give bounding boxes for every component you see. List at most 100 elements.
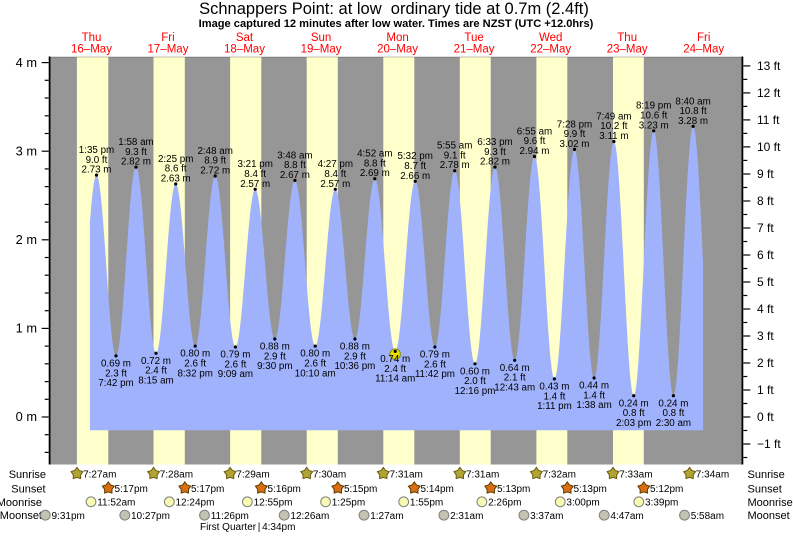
svg-text:1:27am: 1:27am (370, 511, 403, 522)
svg-text:2:30 am: 2:30 am (656, 418, 691, 429)
svg-text:Thu: Thu (82, 32, 102, 44)
svg-text:5:13pm: 5:13pm (497, 484, 530, 495)
svg-text:8.6 ft: 8.6 ft (165, 164, 187, 175)
svg-text:−1 ft: −1 ft (757, 437, 781, 451)
svg-text:8 ft: 8 ft (757, 194, 774, 208)
svg-text:3.02 m: 3.02 m (560, 139, 590, 150)
svg-text:11:26pm: 11:26pm (211, 511, 249, 522)
svg-text:2.69 m: 2.69 m (360, 168, 390, 179)
svg-text:10.6 ft: 10.6 ft (640, 111, 668, 122)
svg-text:2 m: 2 m (16, 232, 37, 247)
svg-text:5:14pm: 5:14pm (421, 484, 454, 495)
svg-text:5:17pm: 5:17pm (115, 484, 148, 495)
svg-text:12:26am: 12:26am (290, 511, 329, 522)
svg-text:Wed: Wed (539, 32, 562, 44)
svg-text:2:31am: 2:31am (450, 511, 483, 522)
svg-text:0.79 m: 0.79 m (220, 350, 250, 361)
svg-text:7:32am: 7:32am (543, 470, 576, 481)
svg-text:10:27pm: 10:27pm (131, 511, 170, 522)
svg-text:Moonset: Moonset (0, 510, 42, 522)
svg-text:0 ft: 0 ft (757, 410, 774, 424)
svg-text:7:34am: 7:34am (696, 470, 729, 481)
svg-text:9.1 ft: 9.1 ft (444, 150, 466, 161)
svg-text:7:42 pm: 7:42 pm (98, 378, 133, 389)
svg-text:3:00pm: 3:00pm (566, 497, 599, 508)
svg-text:Sunrise: Sunrise (748, 469, 785, 481)
svg-text:2.3 ft: 2.3 ft (105, 368, 127, 379)
svg-text:9 ft: 9 ft (757, 167, 774, 181)
svg-text:2:03 pm: 2:03 pm (616, 418, 651, 429)
svg-text:2.57 m: 2.57 m (320, 179, 350, 190)
svg-text:1:25pm: 1:25pm (332, 497, 365, 508)
svg-text:7:31am: 7:31am (390, 470, 423, 481)
svg-text:3 ft: 3 ft (757, 329, 774, 343)
svg-text:2.82 m: 2.82 m (480, 157, 510, 168)
svg-text:6:33 pm: 6:33 pm (477, 137, 512, 148)
svg-text:8.7 ft: 8.7 ft (404, 161, 426, 172)
svg-text:0.80 m: 0.80 m (300, 349, 330, 360)
svg-text:9.9 ft: 9.9 ft (564, 129, 586, 140)
svg-text:Sunset: Sunset (748, 484, 782, 496)
svg-text:1.4 ft: 1.4 ft (544, 391, 566, 402)
svg-text:Mon: Mon (386, 32, 408, 44)
svg-text:8.4 ft: 8.4 ft (244, 169, 266, 180)
svg-text:5:32 pm: 5:32 pm (397, 151, 432, 162)
svg-text:1:35 pm: 1:35 pm (79, 145, 114, 156)
svg-text:4 ft: 4 ft (757, 302, 774, 316)
svg-text:5:55 am: 5:55 am (437, 141, 472, 152)
svg-text:Fri: Fri (161, 32, 174, 44)
svg-text:0.88 m: 0.88 m (340, 342, 370, 353)
svg-text:11:52am: 11:52am (97, 497, 135, 508)
svg-text:Tue: Tue (464, 32, 483, 44)
svg-text:1:38 am: 1:38 am (576, 400, 611, 411)
svg-text:0.72 m: 0.72 m (141, 356, 171, 367)
svg-text:7:28 pm: 7:28 pm (557, 119, 592, 130)
svg-text:Moonset: Moonset (748, 510, 790, 522)
svg-text:3:39pm: 3:39pm (645, 497, 678, 508)
svg-text:3:21 pm: 3:21 pm (237, 159, 272, 170)
svg-text:11:14 am: 11:14 am (375, 374, 415, 385)
svg-text:1:58 am: 1:58 am (118, 137, 153, 148)
svg-text:3:37am: 3:37am (530, 511, 563, 522)
svg-text:2:26pm: 2:26pm (488, 497, 521, 508)
svg-text:9.3 ft: 9.3 ft (125, 147, 147, 158)
svg-text:2.94 m: 2.94 m (520, 146, 550, 157)
svg-text:7 ft: 7 ft (757, 221, 774, 235)
svg-text:8.8 ft: 8.8 ft (284, 160, 306, 171)
svg-text:Moonrise: Moonrise (748, 497, 793, 509)
svg-text:Schnappers Point: at low ordi: Schnappers Point: at low ordinary tide a… (199, 0, 589, 18)
svg-text:0.69 m: 0.69 m (101, 359, 131, 370)
svg-text:1 ft: 1 ft (757, 383, 774, 397)
svg-text:9:30 pm: 9:30 pm (257, 361, 292, 372)
svg-text:10:10 am: 10:10 am (295, 368, 336, 379)
svg-text:2:25 pm: 2:25 pm (158, 154, 193, 165)
svg-text:12 ft: 12 ft (757, 86, 781, 100)
svg-text:3.28 m: 3.28 m (678, 116, 708, 127)
svg-text:0.80 m: 0.80 m (180, 349, 210, 360)
svg-text:8:32 pm: 8:32 pm (177, 368, 212, 379)
svg-text:0.64 m: 0.64 m (500, 363, 530, 374)
svg-text:10:36 pm: 10:36 pm (334, 361, 375, 372)
svg-text:7:31am: 7:31am (466, 470, 499, 481)
svg-text:3 m: 3 m (16, 143, 37, 158)
svg-text:2.6 ft: 2.6 ft (184, 359, 206, 370)
svg-text:23–May: 23–May (607, 44, 648, 56)
svg-text:1:11 pm: 1:11 pm (537, 401, 572, 412)
svg-text:13 ft: 13 ft (757, 59, 781, 73)
svg-text:2.63 m: 2.63 m (161, 174, 191, 185)
svg-text:2.57 m: 2.57 m (240, 179, 270, 190)
svg-text:7:29am: 7:29am (236, 470, 269, 481)
svg-text:10.2 ft: 10.2 ft (600, 121, 628, 132)
svg-text:2.0 ft: 2.0 ft (464, 376, 486, 387)
svg-text:2 ft: 2 ft (757, 356, 774, 370)
svg-text:9.6 ft: 9.6 ft (524, 136, 546, 147)
svg-text:9.0 ft: 9.0 ft (86, 155, 108, 166)
svg-text:2.73 m: 2.73 m (82, 165, 112, 176)
svg-text:2.82 m: 2.82 m (121, 157, 151, 168)
svg-text:3:48 am: 3:48 am (277, 150, 312, 161)
svg-text:5:15pm: 5:15pm (344, 484, 377, 495)
svg-text:12:16 pm: 12:16 pm (455, 386, 496, 397)
svg-text:18–May: 18–May (224, 44, 265, 56)
svg-text:8:19 pm: 8:19 pm (636, 101, 671, 112)
svg-text:9:09 am: 9:09 am (218, 369, 253, 380)
